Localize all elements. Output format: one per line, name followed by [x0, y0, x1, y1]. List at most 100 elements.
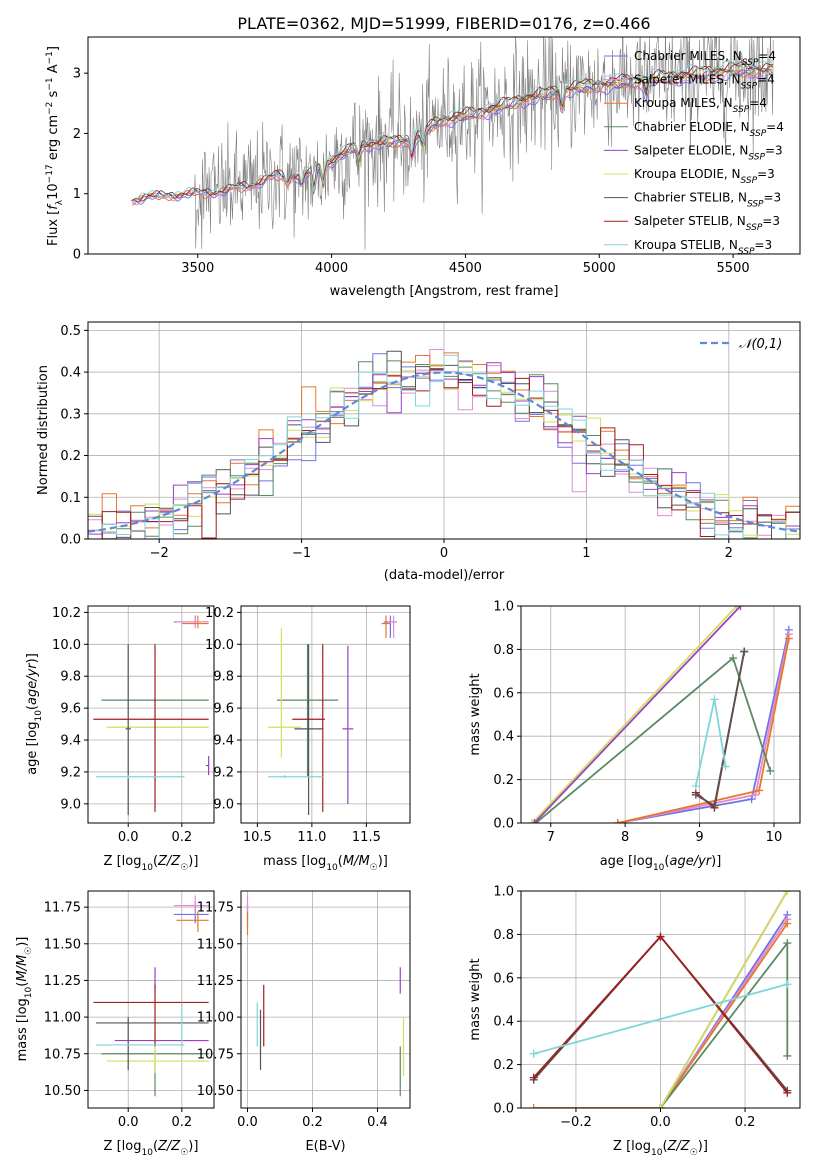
text-part: )]	[698, 1139, 708, 1154]
text-part: SSP	[750, 129, 767, 139]
text-part: =3	[757, 167, 775, 181]
x-tick-label: 1	[582, 546, 590, 561]
text-part: )]	[711, 854, 721, 869]
text-part: 10	[653, 863, 665, 873]
y-tick-label: 0.4	[60, 366, 81, 381]
axes-frame	[87, 890, 215, 1109]
series-salpeter-miles	[613, 630, 793, 823]
series-marker	[691, 790, 700, 799]
text-part: 10	[141, 1148, 153, 1158]
x-tick-label: 0.0	[118, 830, 139, 845]
y-tick-label: 9.4	[213, 734, 234, 749]
model-spectrum-salpeter-stelib	[132, 61, 774, 203]
series-chabrier-elodie	[656, 939, 792, 1108]
y-tick-label: 0.0	[493, 817, 514, 832]
x-axis-label: E(B-V)	[305, 1139, 345, 1154]
plot-area	[88, 349, 800, 539]
text-part: SSP	[741, 176, 758, 186]
residual-legend: 𝒩(0,1)	[700, 337, 782, 352]
legend-entry-chabrier-miles: Chabrier MILES, NSSP=4	[634, 49, 776, 68]
data-point-salpeter-elodie	[342, 645, 354, 804]
text-part: Z [log	[104, 854, 142, 869]
legend-entry-salpeter-stelib: Salpeter STELIB, NSSP=3	[634, 214, 780, 233]
data-point-kroupa-miles	[181, 615, 209, 629]
y-tick-label: 0.2	[493, 773, 514, 788]
y-axis-label: mass weight	[468, 958, 483, 1040]
series-marker	[528, 819, 537, 823]
text-part: ☉	[180, 1148, 188, 1158]
y-tick-label: 9.6	[60, 702, 81, 717]
text-part: 10	[34, 710, 44, 722]
series-salpeter-stelib	[529, 932, 792, 1097]
series-marker	[736, 606, 745, 610]
y-tick-label: 11.25	[44, 974, 81, 989]
data-point-kroupa-stelib	[268, 775, 323, 779]
text-part: SSP	[748, 152, 765, 162]
y-tick-label: 10.2	[52, 606, 81, 621]
text-part: (	[25, 705, 40, 710]
axes-age-vs-Z	[88, 606, 214, 823]
x-axis-label: Z [log10(Z/Z☉)]	[104, 1139, 199, 1158]
series-marker	[783, 1088, 792, 1097]
y-tick-label: 9.2	[60, 765, 81, 780]
series-kroupa-miles	[613, 634, 793, 823]
x-tick-label: 0.2	[302, 1115, 323, 1130]
axes-frame-spectrum: 3500 4000 4500 5000 5500 0 1 2 3 wavelength [Angs…	[45, 36, 801, 299]
series-marker	[740, 647, 749, 656]
y-tick-label: 1	[73, 187, 81, 202]
text-part: Chabrier STELIB, N	[634, 191, 747, 205]
x-tick-label: 4500	[449, 261, 482, 276]
series-marker	[656, 932, 665, 941]
y-tick-label: 0.0	[493, 1102, 514, 1117]
y-tick-label: 10.0	[205, 638, 234, 653]
text-part: −1	[45, 51, 55, 64]
y-axis-label: mass [log10(M/M☉)]	[15, 937, 34, 1062]
text-part: Kroupa STELIB, N	[634, 238, 738, 252]
text-part: age [log	[600, 854, 653, 869]
x-axis-label: wavelength [Angstrom, rest frame]	[330, 284, 559, 299]
legend-entry-salpeter-elodie: Salpeter ELODIE, NSSP=3	[634, 143, 783, 162]
text-part: (	[662, 1139, 667, 1154]
text-part: M/M	[343, 854, 370, 869]
plot-area	[268, 615, 397, 816]
text-part: Z [log	[613, 1139, 651, 1154]
text-part: (	[153, 854, 158, 869]
axes-frame	[240, 890, 411, 1109]
y-tick-label: 0.2	[60, 449, 81, 464]
series-marker	[656, 1104, 665, 1108]
series-line	[533, 983, 788, 1055]
series-marker	[613, 819, 622, 823]
series-salpeter-elodie	[530, 606, 745, 823]
x-tick-label: 0.0	[650, 1115, 671, 1130]
model-spectrum-kroupa-stelib	[132, 59, 774, 203]
data-point-salpeter-stelib	[292, 644, 325, 812]
series-kroupa-stelib	[691, 695, 730, 791]
series-line	[533, 606, 742, 823]
y-tick-label: 0.6	[493, 686, 514, 701]
y-tick-label: 11.75	[44, 901, 81, 916]
axes-age-vs-mass	[241, 606, 410, 823]
text-part: λ	[55, 199, 65, 205]
text-part: Kroupa MILES, N	[634, 96, 733, 110]
data-point-chabrier-elodie	[276, 644, 339, 777]
text-part: =4	[749, 96, 767, 110]
series-line	[533, 922, 789, 1108]
x-tick-label: 0.2	[171, 1115, 192, 1130]
text-part: SSP	[747, 200, 764, 210]
y-tick-label: 11.25	[197, 974, 234, 989]
data-point-chabrier-stelib	[294, 644, 323, 816]
model-spectrum-chabrier-miles	[131, 71, 774, 205]
legend-entry-chabrier-stelib: Chabrier STELIB, NSSP=3	[634, 191, 781, 210]
x-tick-label: −0.2	[560, 1115, 592, 1130]
text-part: )]	[188, 1139, 198, 1154]
series-chabrier-stelib	[691, 647, 749, 810]
x-tick-label: 0	[440, 546, 448, 561]
data-point-kroupa-stelib	[96, 775, 185, 779]
text-part: 10	[651, 1148, 663, 1158]
y-tick-label: 9.8	[213, 670, 234, 685]
x-tick-label: 7	[547, 830, 555, 845]
text-part: =4	[766, 120, 784, 134]
text-part: 10	[326, 863, 338, 873]
y-tick-label: 0.5	[60, 324, 81, 339]
y-tick-label: 11.50	[197, 937, 234, 952]
